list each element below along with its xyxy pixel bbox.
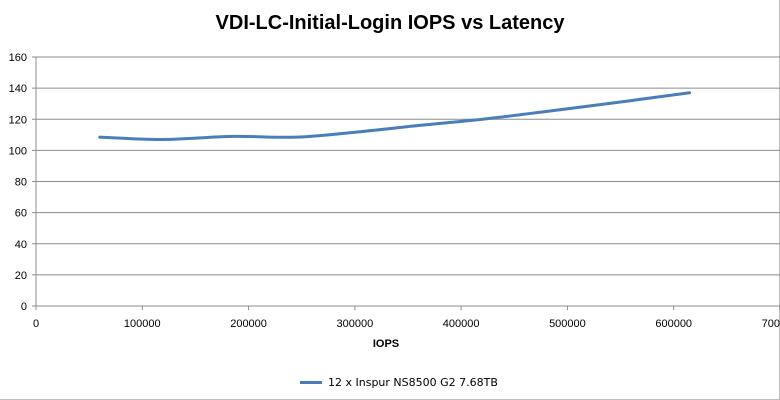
y-tick-label: 60 (15, 208, 27, 220)
x-tick-label: 100000 (124, 318, 161, 330)
x-tick-label: 300000 (336, 318, 373, 330)
x-axis-title: IOPS (372, 338, 400, 350)
x-tick-label: 200000 (230, 318, 267, 330)
legend-label: 12 x Inspur NS8500 G2 7.68TB (328, 375, 498, 389)
y-tick-label: 120 (9, 114, 27, 126)
x-tick-label: 400000 (443, 318, 480, 330)
y-tick-label: 20 (15, 270, 27, 282)
y-tick-label: 0 (21, 301, 27, 313)
y-tick-label: 100 (9, 145, 27, 157)
x-tick-label: 700000 (762, 318, 780, 330)
x-tick-label: 600000 (655, 318, 692, 330)
y-tick-label: 160 (9, 52, 27, 64)
legend-swatch (300, 380, 322, 384)
chart-title: VDI-LC-Initial-Login IOPS vs Latency (215, 12, 565, 34)
legend: 12 x Inspur NS8500 G2 7.68TB (300, 375, 498, 389)
y-tick-label: 40 (15, 239, 27, 251)
y-tick-label: 80 (15, 177, 27, 189)
series-line (98, 91, 692, 141)
y-tick-label: 140 (9, 83, 27, 95)
x-tick-label: 500000 (549, 318, 586, 330)
x-tick-label: 0 (33, 318, 39, 330)
